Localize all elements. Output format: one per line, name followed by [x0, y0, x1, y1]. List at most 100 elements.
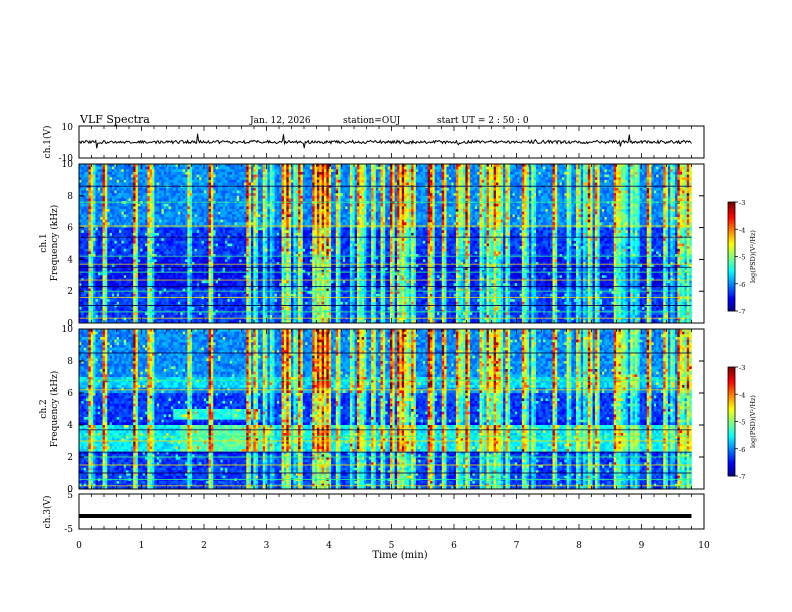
ch1-ytick-6: 6: [67, 224, 73, 234]
ch1-ytick-2: 2: [67, 287, 73, 297]
ch1-colorbar-cell: [728, 236, 735, 240]
ch2-colorbar-cell: [728, 460, 735, 464]
ch2-colorbar-cell: [728, 371, 735, 374]
ch2-ylabel: Frequency (kHz): [49, 371, 60, 448]
ch2-ytick-4: 4: [67, 421, 73, 431]
ch2-colorbar-cell: [728, 395, 735, 398]
ch1-colorbar-cell: [728, 204, 735, 207]
ch2-colorbar-cell: [728, 380, 735, 383]
ch1-colorbar-cell: [728, 278, 735, 281]
ch2-colorbar-cell: [728, 421, 735, 424]
ch1-colorbar-cell: [728, 252, 735, 255]
ch1-colorbar-cell: [728, 256, 735, 259]
ch2-colorbar-cell: [728, 367, 735, 370]
x-tick-9: 9: [639, 541, 645, 551]
ch2-colorbar-cell: [728, 443, 735, 446]
ch1-colorbar-cell: [728, 289, 735, 292]
ch1-ytick-8: 8: [67, 192, 73, 202]
ch1-colorbar-cell: [728, 241, 735, 244]
ch2-colorbar-cell: [728, 401, 735, 405]
ch2-colorbar-cell: [728, 441, 735, 444]
ch1-colorbar-cell: [728, 208, 735, 212]
station-label: station=OUJ: [343, 116, 401, 126]
ch3-waveform-frame: [78, 493, 705, 530]
ch2-colorbar: -3 -4 -5 -6 -7 log(PSD)(V²/Hz): [727, 364, 757, 481]
ch1-colorbar-cell: [728, 225, 735, 229]
ch1-colorbar-cell: [728, 265, 735, 268]
ch2-colorbar-label: log(PSD)(V²/Hz): [749, 395, 757, 448]
ch1-colorbar-cell: [728, 300, 735, 303]
ch2-colorbar-cell: [728, 423, 735, 427]
x-tick-4: 4: [326, 541, 332, 551]
ch2-colorbar-cell: [728, 417, 735, 420]
ch1-colorbar-cell: [728, 249, 735, 253]
ch1-colorbar-cell: [728, 210, 735, 214]
x-axis: 0 1 2 3 4 5 6 7 8 9 10: [76, 126, 710, 551]
ch1-colorbar-cell: [728, 228, 735, 231]
ch1-colorbar-tick--6: -6: [739, 281, 745, 289]
ch1-colorbar-label: log(PSD)(V²/Hz): [749, 230, 757, 283]
x-tick-5: 5: [389, 541, 395, 551]
ch1-ylabel: ch.1(V): [42, 126, 53, 159]
ch1-colorbar-tick--5: -5: [739, 254, 745, 262]
ch2-colorbar-tick--5: -5: [739, 419, 745, 427]
ch2-colorbar-cell: [728, 404, 735, 407]
ch2-colorbar-cell: [728, 382, 735, 385]
ch1-colorbar-tick--7: -7: [739, 308, 745, 316]
ch2-colorbar-cell: [728, 410, 735, 414]
ch2-colorbar-cell: [728, 375, 735, 379]
ch1-colorbar-cell: [728, 230, 735, 233]
ch1-colorbar-cell: [728, 234, 735, 238]
ch1-ylabel: Frequency (kHz): [49, 205, 60, 282]
ch2-colorbar-tick--4: -4: [739, 391, 745, 399]
ch2-ytick-8: 8: [67, 357, 73, 367]
x-tick-8: 8: [576, 541, 582, 551]
ch1-colorbar: -3 -4 -5 -6 -7 log(PSD)(V²/Hz): [727, 199, 757, 316]
ch1-colorbar-cell: [728, 273, 735, 277]
ch2-spectrogram-panel: 0 2 4 6 8 10 ch.2 Frequency (kHz): [39, 325, 705, 495]
x-tick-7: 7: [514, 541, 520, 551]
ch2-colorbar-cell: [728, 449, 735, 453]
ch2-ylabel-prefix: ch.2: [39, 399, 49, 418]
ch1-colorbar-cell: [728, 202, 735, 205]
ch1-colorbar-cell: [728, 282, 735, 286]
ch2-colorbar-cell: [728, 473, 735, 477]
ch2-ytick-2: 2: [67, 453, 73, 463]
ch3-ytick-top: 5: [67, 491, 73, 501]
ch2-colorbar-cell: [728, 454, 735, 457]
x-tick-1: 1: [139, 541, 145, 551]
ch1-ylabel-prefix: ch.1: [39, 233, 49, 252]
ch1-heatmap: [79, 164, 692, 324]
ch1-colorbar-cell: [728, 304, 735, 307]
x-tick-6: 6: [451, 541, 457, 551]
ch1-ytick-bottom: -10: [59, 154, 74, 164]
x-tick-0: 0: [76, 541, 82, 551]
ch1-colorbar-cell: [728, 212, 735, 216]
ch2-colorbar-cell: [728, 465, 735, 468]
ch2-colorbar-cell: [728, 458, 735, 462]
ch2-colorbar-cell: [728, 471, 735, 475]
ch1-colorbar-cell: [728, 258, 735, 262]
ch2-colorbar-cell: [728, 369, 735, 372]
ch2-colorbar-cell: [728, 430, 735, 433]
ch1-colorbar-cell: [728, 291, 735, 294]
ch3-ylabel: ch.3(V): [42, 496, 53, 529]
ch2-colorbar-cell: [728, 388, 735, 392]
ch1-colorbar-cell: [728, 232, 735, 235]
ch2-colorbar-cell: [728, 436, 735, 440]
ch2-colorbar-cell: [728, 428, 735, 431]
start-ut-label: start UT = 2 : 50 : 0: [437, 116, 529, 126]
ch2-ytick-10: 10: [62, 325, 74, 335]
ch2-colorbar-cell: [728, 467, 735, 470]
ch2-colorbar-cell: [728, 386, 735, 390]
ch2-colorbar-cell: [728, 425, 735, 429]
ch1-colorbar-cell: [728, 254, 735, 257]
ch2-colorbar-cell: [728, 412, 735, 416]
ch1-colorbar-cell: [728, 271, 735, 275]
ch1-ytick-top: 10: [62, 123, 74, 133]
ch2-colorbar-cell: [728, 384, 735, 387]
ch3-ytick-bottom: -5: [64, 525, 73, 535]
ch1-ytick-4: 4: [67, 255, 73, 265]
ch2-colorbar-cell: [728, 445, 735, 448]
